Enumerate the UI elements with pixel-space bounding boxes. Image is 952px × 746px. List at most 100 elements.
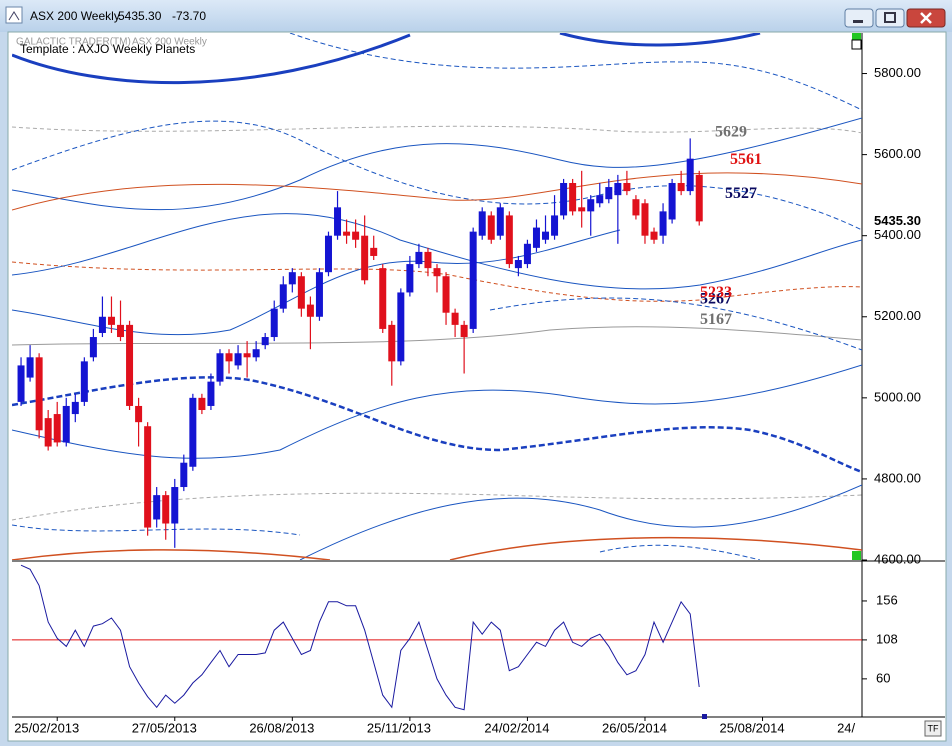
candle-body bbox=[659, 211, 667, 236]
candle-body bbox=[261, 337, 269, 346]
candle-body bbox=[71, 401, 79, 415]
panel-icon[interactable] bbox=[851, 39, 862, 50]
candle-body bbox=[144, 426, 152, 528]
candle-body bbox=[551, 215, 559, 236]
y-tick-label: 60 bbox=[876, 670, 890, 685]
level-annotation: 5629 bbox=[715, 124, 747, 141]
app-icon bbox=[5, 6, 23, 24]
candle-body bbox=[686, 158, 694, 192]
planet-line bbox=[12, 213, 862, 290]
window-title: ASX 200 Weekly bbox=[30, 9, 120, 23]
candle-body bbox=[297, 276, 305, 309]
y-tick-label: 108 bbox=[876, 631, 898, 646]
planet-line bbox=[12, 261, 862, 302]
candle-body bbox=[695, 174, 703, 222]
x-tick-label: 24/ bbox=[837, 720, 855, 735]
app-icon-glyph bbox=[8, 11, 20, 21]
y-tick-label: 156 bbox=[876, 592, 898, 607]
candle-body bbox=[80, 361, 88, 402]
y-tick-label: 4600.00 bbox=[874, 551, 921, 566]
planet-lines bbox=[12, 33, 862, 560]
candle-body bbox=[487, 215, 495, 240]
level-annotation: 5233 bbox=[700, 284, 732, 301]
candle-body bbox=[315, 272, 323, 317]
candle-body bbox=[370, 247, 378, 256]
candle-body bbox=[171, 487, 179, 524]
candle-body bbox=[650, 231, 658, 240]
candle-body bbox=[44, 418, 52, 447]
maximize-glyph bbox=[884, 12, 896, 23]
candle-body bbox=[415, 251, 423, 265]
candle-body bbox=[668, 182, 676, 220]
candle-body bbox=[107, 316, 115, 325]
planet-line bbox=[12, 326, 862, 346]
candle-body bbox=[189, 397, 197, 467]
x-tick-label: 25/08/2014 bbox=[720, 720, 785, 735]
candle-body bbox=[306, 304, 314, 317]
candle-body bbox=[17, 365, 25, 402]
candle-body bbox=[605, 187, 613, 200]
y-tick-label: 5400.00 bbox=[874, 227, 921, 242]
watermark: GALACTIC TRADER(TM) bbox=[16, 37, 131, 48]
candle-body bbox=[623, 182, 631, 192]
x-tick-label: 24/02/2014 bbox=[484, 720, 549, 735]
candle-body bbox=[89, 337, 97, 358]
planet-line bbox=[12, 117, 862, 211]
candle-body bbox=[98, 316, 106, 333]
window-price: 5435.30 bbox=[118, 9, 162, 23]
planet-line bbox=[299, 484, 862, 560]
window-change: -73.70 bbox=[172, 9, 206, 23]
maximize-button[interactable] bbox=[875, 8, 905, 28]
y-tick-label: 5000.00 bbox=[874, 389, 921, 404]
cursor-marker bbox=[702, 714, 707, 719]
candle-body bbox=[677, 182, 685, 192]
candle-body bbox=[451, 312, 459, 325]
candle-body bbox=[279, 284, 287, 309]
planet-line bbox=[12, 536, 862, 560]
minimize-button[interactable] bbox=[844, 8, 874, 28]
candle-body bbox=[334, 207, 342, 236]
candle-body bbox=[162, 495, 170, 524]
x-tick-label: 26/08/2013 bbox=[249, 720, 314, 735]
candle-body bbox=[532, 227, 540, 248]
candle-body bbox=[641, 203, 649, 236]
candle-body bbox=[478, 211, 486, 236]
tf-button[interactable] bbox=[924, 720, 942, 737]
x-tick-label: 25/11/2013 bbox=[367, 720, 431, 735]
candle-body bbox=[523, 243, 531, 265]
marker-square bbox=[852, 551, 861, 560]
level-annotation: 5267 bbox=[700, 290, 732, 307]
candle-body bbox=[135, 405, 143, 423]
client-area bbox=[7, 31, 947, 742]
planet-line bbox=[12, 376, 862, 474]
planet-line bbox=[489, 297, 862, 351]
candle-body bbox=[578, 207, 586, 212]
candle-body bbox=[514, 260, 522, 269]
last-price-label: 5435.30 bbox=[874, 213, 921, 228]
candle-body bbox=[614, 182, 622, 196]
candle-body bbox=[216, 353, 224, 382]
candle-body bbox=[62, 405, 70, 443]
candle-body bbox=[343, 231, 351, 236]
candle-body bbox=[153, 495, 161, 520]
candle-body bbox=[288, 272, 296, 285]
candle-body bbox=[26, 357, 34, 378]
candle-body bbox=[397, 292, 405, 362]
close-glyph bbox=[920, 12, 932, 24]
candle-body bbox=[433, 268, 441, 277]
level-annotation: 5167 bbox=[700, 311, 732, 328]
candle-body bbox=[569, 182, 577, 212]
candle-body bbox=[252, 349, 260, 358]
y-tick-label: 5800.00 bbox=[874, 65, 921, 80]
oscillator-line bbox=[20, 564, 700, 711]
candle-body bbox=[117, 324, 125, 338]
candle-body bbox=[379, 268, 387, 329]
candle-body bbox=[180, 462, 188, 488]
candle-body bbox=[207, 381, 215, 406]
planet-line bbox=[12, 120, 862, 231]
candle-body bbox=[243, 353, 251, 358]
candle-body bbox=[542, 231, 550, 240]
watermark-symbol: ASX 200 Weekly bbox=[132, 37, 207, 48]
candle-body bbox=[198, 397, 206, 411]
